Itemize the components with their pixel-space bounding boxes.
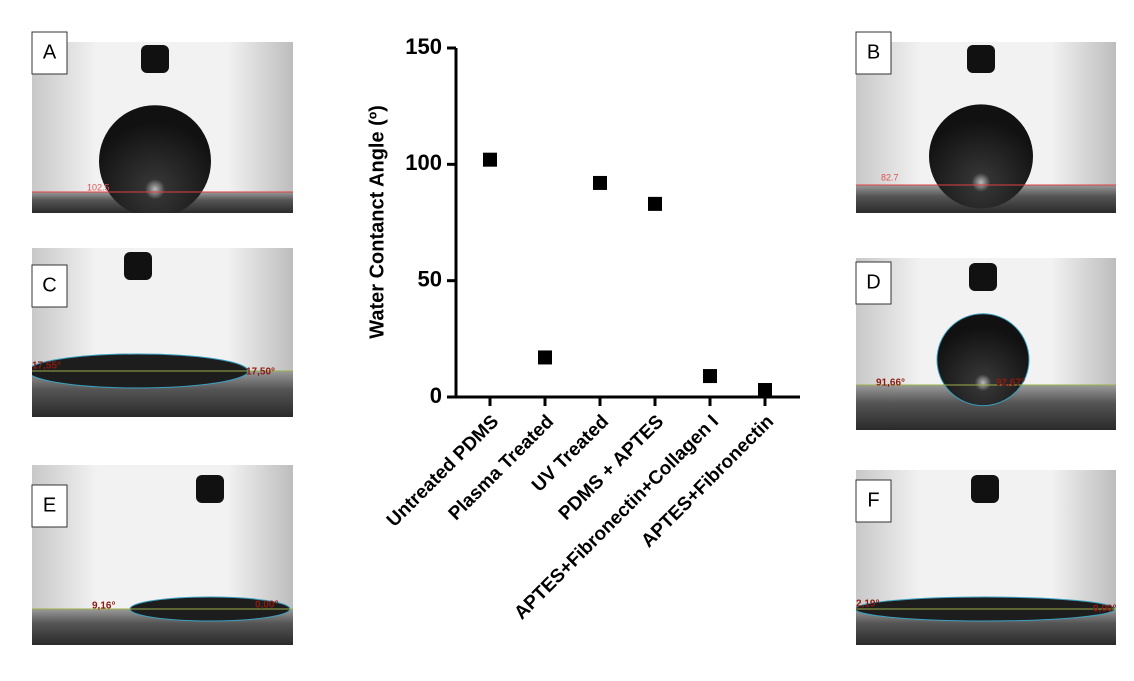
droplet <box>99 105 211 217</box>
marker <box>593 176 607 190</box>
needle <box>967 45 995 73</box>
y-axis-label: Water Contanct Angle (º) <box>366 105 388 339</box>
y-tick-label: 50 <box>418 266 442 291</box>
angle-annotation: 17,55° <box>32 361 61 372</box>
droplet-image <box>856 42 1116 213</box>
droplet-image <box>32 465 293 645</box>
droplet-image <box>32 42 293 217</box>
y-tick-label: 100 <box>405 150 442 175</box>
panel-label: D <box>866 271 880 293</box>
panel-label: A <box>43 41 57 63</box>
angle-annotation: 91,66° <box>876 378 905 389</box>
chart: Water Contanct Angle (º) 050100150Untrea… <box>366 34 800 624</box>
needle <box>969 263 997 291</box>
droplet-image <box>856 258 1116 430</box>
angle-annotation: 82.7 <box>881 172 899 182</box>
marker <box>538 350 552 364</box>
droplet-image <box>855 470 1116 645</box>
panel-label: C <box>42 274 56 296</box>
droplet-image <box>28 248 293 417</box>
angle-annotation: 102.5 <box>87 182 110 192</box>
angle-annotation: 9,16° <box>92 601 115 612</box>
droplet <box>929 104 1033 208</box>
droplet <box>937 314 1029 406</box>
angle-annotation: 0,00° <box>255 600 278 611</box>
needle <box>196 475 224 503</box>
needle <box>971 475 999 503</box>
panel-label: F <box>867 489 879 511</box>
marker <box>758 383 772 397</box>
angle-annotation: 0,00° <box>1093 604 1116 615</box>
y-tick-label: 150 <box>405 34 442 59</box>
angle-annotation: 2,19° <box>856 599 879 610</box>
panel-label: B <box>867 41 880 63</box>
y-tick-label: 0 <box>430 383 442 408</box>
needle <box>124 252 152 280</box>
angle-annotation: 92,67° <box>996 378 1025 389</box>
marker <box>703 369 717 383</box>
figure: A 102.5 B 82.7 C 17,55° 17,50° D 91,66° 92,67° E 9,… <box>0 0 1134 681</box>
needle <box>141 45 169 73</box>
angle-annotation: 17,50° <box>246 367 275 378</box>
panel-label: E <box>43 494 56 516</box>
x-tick-label: APTES+Fibronectin+Collagen I <box>510 411 723 624</box>
marker <box>648 197 662 211</box>
marker <box>483 153 497 167</box>
